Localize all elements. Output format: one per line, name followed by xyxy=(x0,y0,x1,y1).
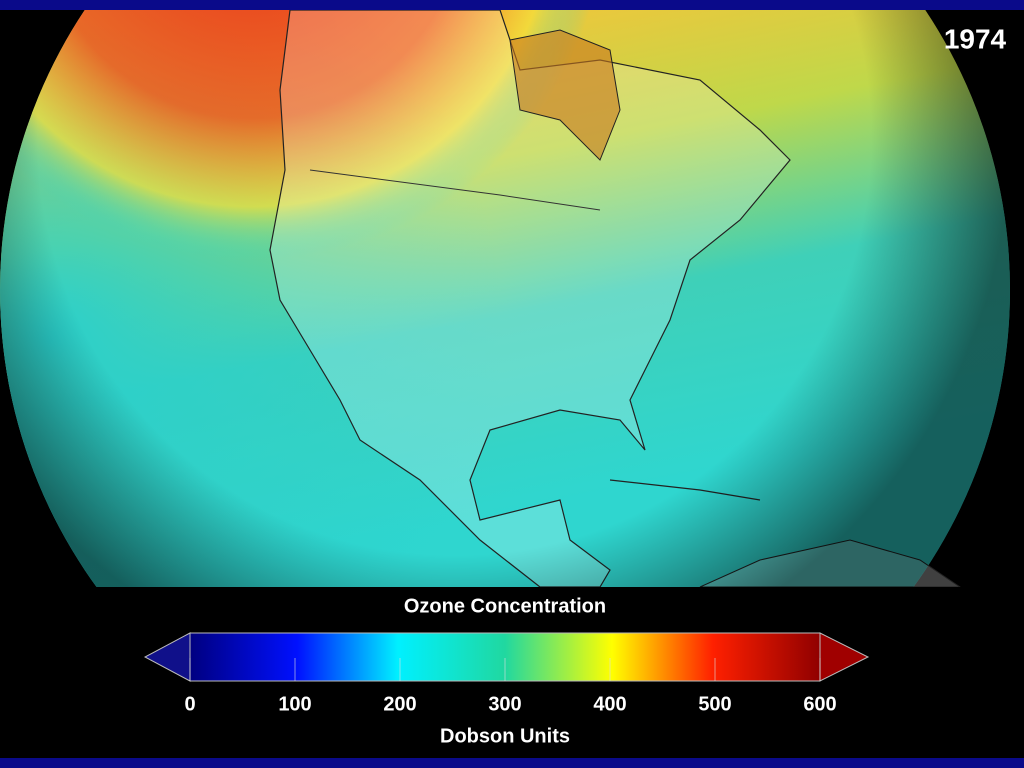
tick-label: 200 xyxy=(383,693,416,715)
colorbar-title: Ozone Concentration xyxy=(404,595,606,617)
tick-label: 0 xyxy=(184,693,195,715)
colorbar-units: Dobson Units xyxy=(440,725,570,747)
year-label: 1974 xyxy=(944,23,1007,54)
tick-label: 400 xyxy=(593,693,626,715)
colorbar-low-arrow xyxy=(143,632,191,682)
bottom-border xyxy=(0,758,1024,768)
tick-label: 500 xyxy=(698,693,731,715)
colorbar-ticks: 0 100 200 300 400 500 600 xyxy=(184,658,837,715)
colorbar-high-arrow xyxy=(819,632,870,682)
top-border xyxy=(0,0,1024,10)
tick-label: 600 xyxy=(803,693,836,715)
tick-label: 300 xyxy=(488,693,521,715)
tick-label: 100 xyxy=(278,693,311,715)
